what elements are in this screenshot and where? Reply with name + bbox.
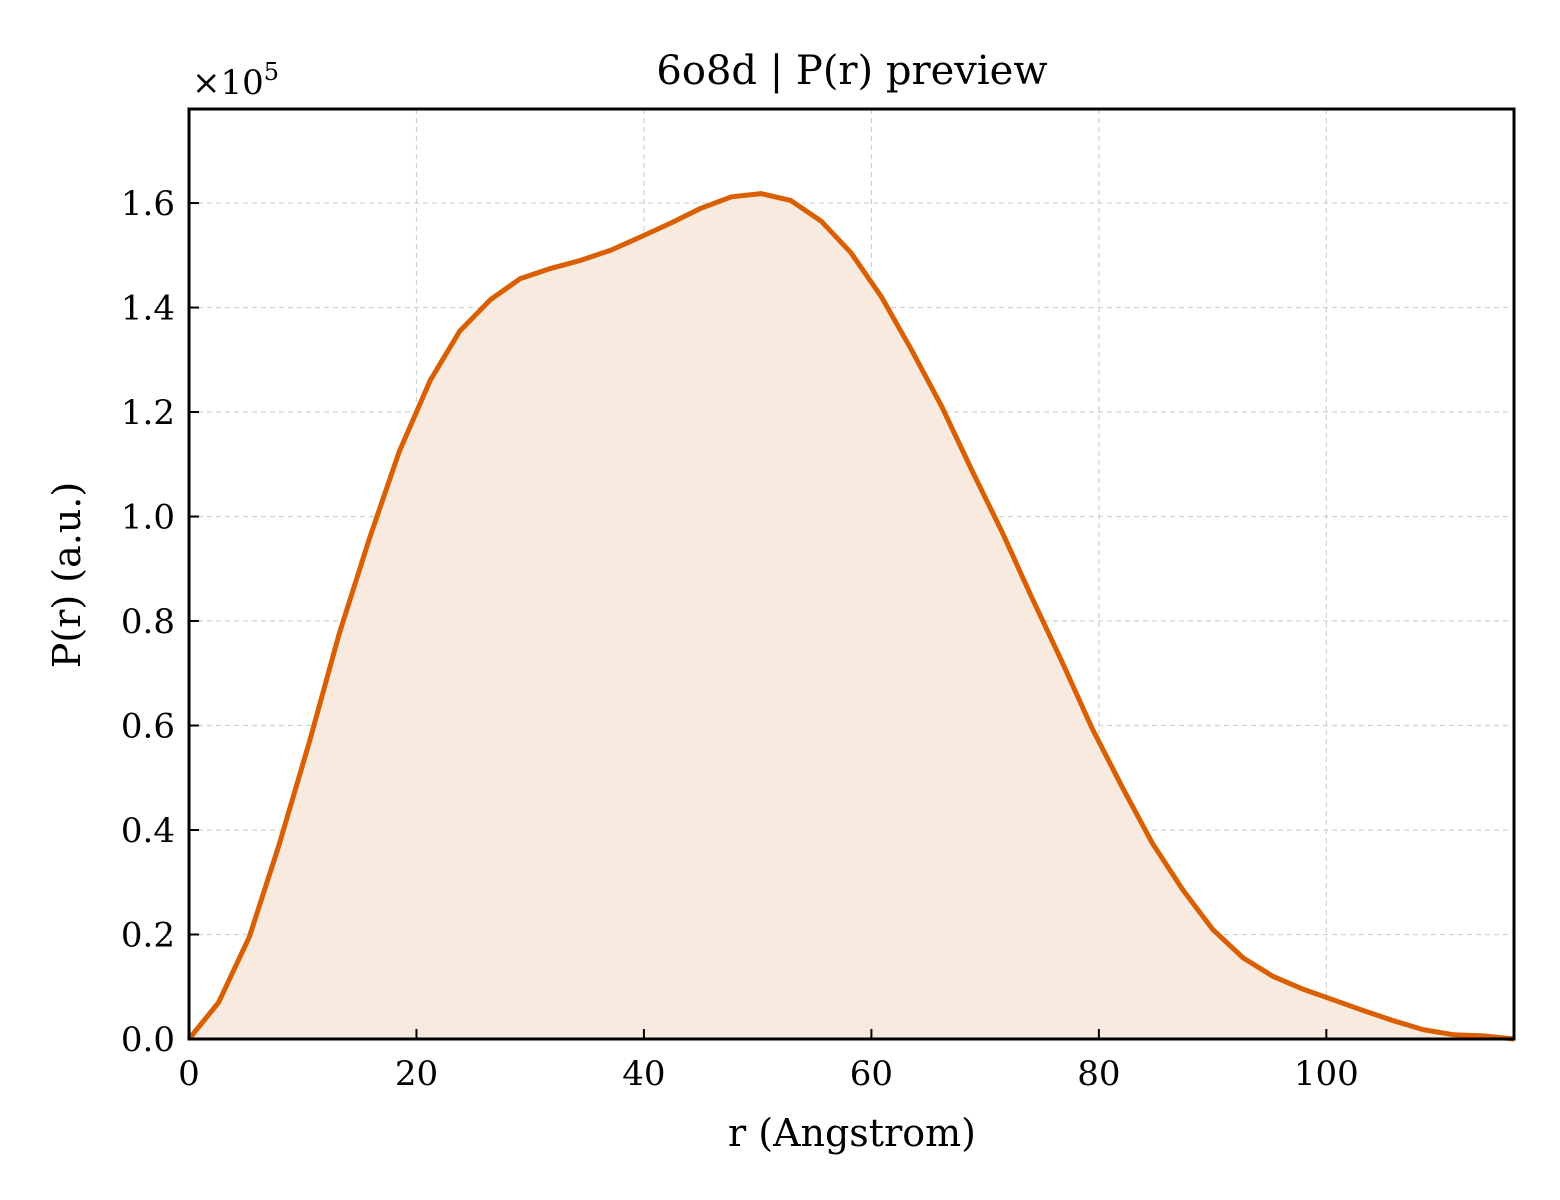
y-tick-label: 1.4 [121, 289, 175, 329]
y-tick-label: 0.6 [121, 707, 175, 747]
x-tick-label: 40 [622, 1054, 665, 1094]
x-tick-label: 80 [1077, 1054, 1120, 1094]
y-tick-label: 0.4 [121, 811, 175, 851]
x-axis-label: r (Angstrom) [728, 1111, 976, 1155]
axis-ticks: 0 20 40 60 80 100 0.0 0.2 0.4 0.6 0.8 1.0 1.2 1.4 1.6 [121, 184, 1359, 1094]
y-tick-label: 0.0 [121, 1020, 175, 1060]
y-tick-label: 1.6 [121, 184, 175, 224]
y-tick-label: 1.0 [121, 498, 175, 538]
y-offset-base: ×10 [192, 63, 264, 103]
chart-title: 6o8d | P(r) preview [656, 48, 1047, 94]
y-tick-label: 0.8 [121, 602, 175, 642]
x-tick-label: 60 [850, 1054, 893, 1094]
pr-area-fill [189, 193, 1514, 1040]
x-tick-label: 20 [395, 1054, 438, 1094]
y-offset-exponent: 5 [264, 58, 279, 86]
y-tick-label: 0.2 [121, 916, 175, 956]
y-tick-label: 1.2 [121, 393, 175, 433]
axes-frame [187, 107, 1516, 1041]
x-tick-label: 0 [178, 1054, 200, 1094]
x-tick-label: 100 [1294, 1054, 1359, 1094]
y-axis-label: P(r) (a.u.) [45, 482, 89, 668]
pr-series-line [187, 191, 1515, 1042]
y-offset-label: ×105 [192, 58, 279, 103]
